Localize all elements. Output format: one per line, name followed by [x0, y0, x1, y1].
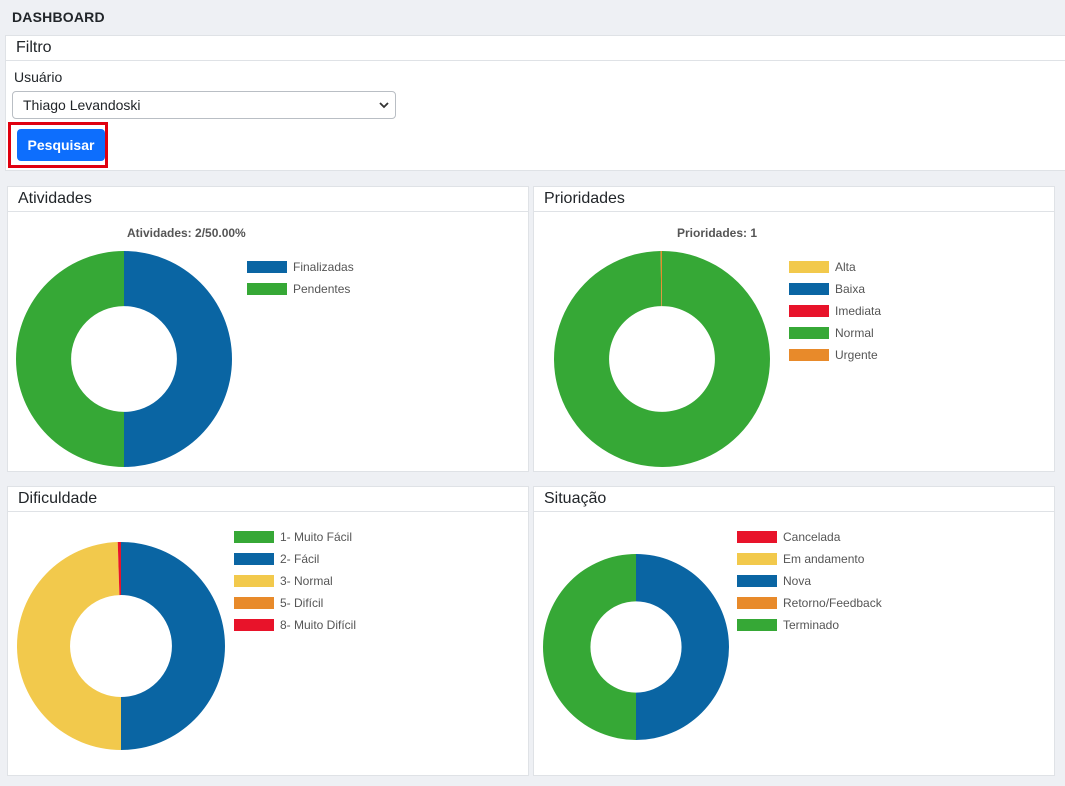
donut-slice-urgente: [660, 251, 662, 307]
legend-swatch: [737, 575, 777, 587]
dificuldade-card-title: Dificuldade: [8, 487, 528, 512]
legend-label: Urgente: [835, 348, 878, 362]
user-select-value: Thiago Levandoski: [23, 97, 141, 113]
atividades-donut-chart: [16, 251, 232, 467]
legend-label: Normal: [835, 326, 874, 340]
legend-item-finalizadas[interactable]: Finalizadas: [247, 256, 354, 278]
legend-swatch: [234, 531, 274, 543]
legend-label: Baixa: [835, 282, 866, 296]
situacao-legend: Cancelada Em andamento Nova Retorno/Feedbac…: [737, 526, 882, 636]
situacao-card: Situação Cancelada Em andamento Nova Retorn…: [533, 486, 1055, 776]
filter-panel: Filtro Usuário Thiago Levandoski Pesquis…: [5, 35, 1065, 171]
legend-swatch: [737, 553, 777, 565]
legend-swatch: [789, 261, 829, 273]
legend-label: 5- Difícil: [280, 596, 324, 610]
legend-label: Retorno/Feedback: [783, 596, 882, 610]
legend-label: 3- Normal: [280, 574, 333, 588]
legend-item-imediata[interactable]: Imediata: [789, 300, 881, 322]
dificuldade-legend: 1- Muito Fácil 2- Fácil 3- Normal 5- Difíci…: [234, 526, 356, 636]
legend-label: Em andamento: [783, 552, 865, 566]
legend-label: Nova: [783, 574, 812, 588]
legend-item-cancelada[interactable]: Cancelada: [737, 526, 882, 548]
legend-swatch: [789, 349, 829, 361]
atividades-card: Atividades Atividades: 2/50.00% Finaliza…: [7, 186, 529, 472]
donut-slice-2-facil: [121, 542, 225, 750]
prioridades-chart-title: Prioridades: 1: [677, 226, 758, 240]
donut-slice-nova: [636, 554, 729, 740]
legend-swatch: [247, 283, 287, 295]
donut-slice-normal: [554, 251, 770, 467]
search-button-highlight: Pesquisar: [8, 122, 108, 168]
donut-slice-terminado: [543, 554, 636, 740]
legend-item-normal[interactable]: Normal: [789, 322, 881, 344]
legend-label: 8- Muito Difícil: [280, 618, 357, 632]
prioridades-donut-chart: [554, 251, 770, 467]
user-select[interactable]: Thiago Levandoski: [12, 91, 396, 119]
legend-label: Alta: [835, 260, 856, 274]
legend-swatch: [789, 283, 829, 295]
legend-item-2-facil[interactable]: 2- Fácil: [234, 548, 356, 570]
user-label: Usuário: [14, 69, 63, 85]
legend-swatch: [247, 261, 287, 273]
legend-swatch: [234, 553, 274, 565]
atividades-chart-title: Atividades: 2/50.00%: [127, 226, 246, 240]
prioridades-card: Prioridades Prioridades: 1 Alta Baixa Imed…: [533, 186, 1055, 472]
donut-slice-3-normal: [16, 542, 122, 750]
legend-item-pendentes[interactable]: Pendentes: [247, 278, 354, 300]
legend-label: Cancelada: [783, 530, 841, 544]
filter-panel-title: Filtro: [6, 36, 1065, 61]
situacao-donut-chart: [543, 554, 729, 740]
legend-swatch: [234, 575, 274, 587]
chevron-down-icon: [379, 102, 389, 109]
donut-slice-8-muito-dificil: [117, 542, 121, 596]
legend-item-terminado[interactable]: Terminado: [737, 614, 882, 636]
legend-item-5-dificil[interactable]: 5- Difícil: [234, 592, 356, 614]
legend-label: Finalizadas: [293, 260, 354, 274]
atividades-legend: Finalizadas Pendentes: [247, 256, 354, 300]
situacao-card-title: Situação: [534, 487, 1054, 512]
legend-swatch: [234, 597, 274, 609]
legend-item-alta[interactable]: Alta: [789, 256, 881, 278]
donut-slice-finalizadas: [124, 251, 232, 467]
legend-swatch: [737, 619, 777, 631]
legend-item-baixa[interactable]: Baixa: [789, 278, 881, 300]
legend-item-nova[interactable]: Nova: [737, 570, 882, 592]
legend-label: Imediata: [835, 304, 882, 318]
legend-item-urgente[interactable]: Urgente: [789, 344, 881, 366]
donut-slice-pendentes: [16, 251, 124, 467]
search-button[interactable]: Pesquisar: [17, 129, 105, 161]
legend-label: Terminado: [783, 618, 840, 632]
atividades-card-title: Atividades: [8, 187, 528, 212]
dificuldade-card: Dificuldade 1- Muito Fácil 2- Fácil 3- Nor…: [7, 486, 529, 776]
legend-swatch: [737, 531, 777, 543]
legend-swatch: [234, 619, 274, 631]
legend-label: 1- Muito Fácil: [280, 530, 353, 544]
legend-item-retorno-feedback[interactable]: Retorno/Feedback: [737, 592, 882, 614]
legend-swatch: [789, 305, 829, 317]
legend-swatch: [789, 327, 829, 339]
dificuldade-donut-chart: [16, 542, 225, 750]
legend-item-em-andamento[interactable]: Em andamento: [737, 548, 882, 570]
prioridades-card-title: Prioridades: [534, 187, 1054, 212]
prioridades-legend: Alta Baixa Imediata Normal Urgente: [789, 256, 881, 366]
legend-item-1-muito-facil[interactable]: 1- Muito Fácil: [234, 526, 356, 548]
legend-item-3-normal[interactable]: 3- Normal: [234, 570, 356, 592]
legend-item-8-muito-dificil[interactable]: 8- Muito Difícil: [234, 614, 356, 636]
legend-label: 2- Fácil: [280, 552, 320, 566]
legend-swatch: [737, 597, 777, 609]
legend-label: Pendentes: [293, 282, 351, 296]
page-title: DASHBOARD: [12, 9, 105, 25]
